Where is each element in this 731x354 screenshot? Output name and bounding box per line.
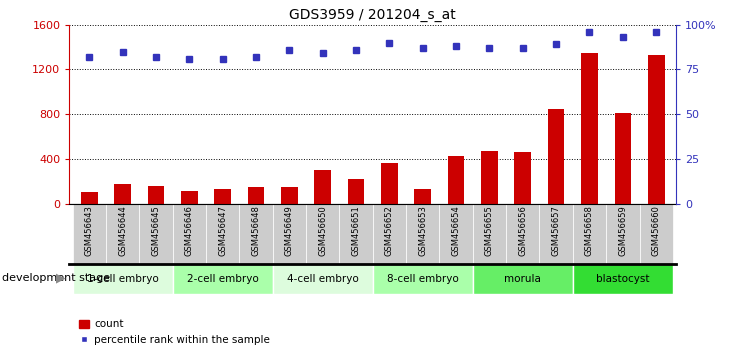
Bar [406, 204, 439, 264]
Text: ▶: ▶ [56, 272, 66, 284]
Bar [506, 204, 539, 264]
Bar [140, 204, 173, 264]
Text: GSM456650: GSM456650 [318, 205, 327, 256]
Text: morula: morula [504, 274, 541, 284]
Bar [515, 152, 531, 204]
Text: GSM456655: GSM456655 [485, 205, 494, 256]
Bar [573, 264, 673, 294]
Text: GSM456651: GSM456651 [352, 205, 360, 256]
Text: GSM456645: GSM456645 [151, 205, 161, 256]
Bar [273, 264, 373, 294]
Bar [206, 204, 240, 264]
Text: GSM456656: GSM456656 [518, 205, 527, 256]
Bar [73, 204, 106, 264]
Text: GSM456658: GSM456658 [585, 205, 594, 256]
Text: GSM456653: GSM456653 [418, 205, 428, 256]
Text: GSM456646: GSM456646 [185, 205, 194, 256]
Text: GSM456654: GSM456654 [452, 205, 461, 256]
Bar [173, 264, 273, 294]
Text: blastocyst: blastocyst [596, 274, 650, 284]
Bar [339, 204, 373, 264]
Bar [248, 187, 265, 204]
Text: GSM456652: GSM456652 [385, 205, 394, 256]
Title: GDS3959 / 201204_s_at: GDS3959 / 201204_s_at [289, 8, 456, 22]
Bar [581, 53, 598, 204]
Bar [573, 204, 606, 264]
Text: 8-cell embryo: 8-cell embryo [387, 274, 458, 284]
Bar [381, 163, 398, 204]
Bar [414, 189, 431, 204]
Bar [148, 186, 164, 204]
Bar [81, 192, 98, 204]
Bar [473, 204, 506, 264]
Text: GSM456659: GSM456659 [618, 205, 627, 256]
Bar [473, 264, 573, 294]
Bar [615, 113, 631, 204]
Bar [539, 204, 573, 264]
Bar [373, 204, 406, 264]
Bar [648, 55, 664, 204]
Text: GSM456660: GSM456660 [651, 205, 661, 256]
Bar [281, 187, 298, 204]
Bar [106, 204, 140, 264]
Text: GSM456657: GSM456657 [552, 205, 561, 256]
Bar [306, 204, 339, 264]
Text: GSM456644: GSM456644 [118, 205, 127, 256]
Bar [181, 191, 198, 204]
Bar [548, 109, 564, 204]
Bar [240, 204, 273, 264]
Text: GSM456647: GSM456647 [219, 205, 227, 256]
Text: development stage: development stage [2, 273, 110, 283]
Bar [115, 184, 131, 204]
Bar [314, 170, 331, 204]
Bar [373, 264, 473, 294]
Bar [640, 204, 673, 264]
Bar [439, 204, 473, 264]
Bar [348, 179, 365, 204]
Bar [481, 151, 498, 204]
Text: GSM456648: GSM456648 [251, 205, 261, 256]
Bar [273, 204, 306, 264]
Legend: count, percentile rank within the sample: count, percentile rank within the sample [75, 315, 274, 349]
Text: 2-cell embryo: 2-cell embryo [187, 274, 259, 284]
Bar [73, 264, 173, 294]
Bar [173, 204, 206, 264]
Bar [448, 155, 464, 204]
Text: GSM456643: GSM456643 [85, 205, 94, 256]
Bar [214, 189, 231, 204]
Text: GSM456649: GSM456649 [285, 205, 294, 256]
Text: 4-cell embryo: 4-cell embryo [287, 274, 359, 284]
Text: 1-cell embryo: 1-cell embryo [87, 274, 159, 284]
Bar [606, 204, 640, 264]
